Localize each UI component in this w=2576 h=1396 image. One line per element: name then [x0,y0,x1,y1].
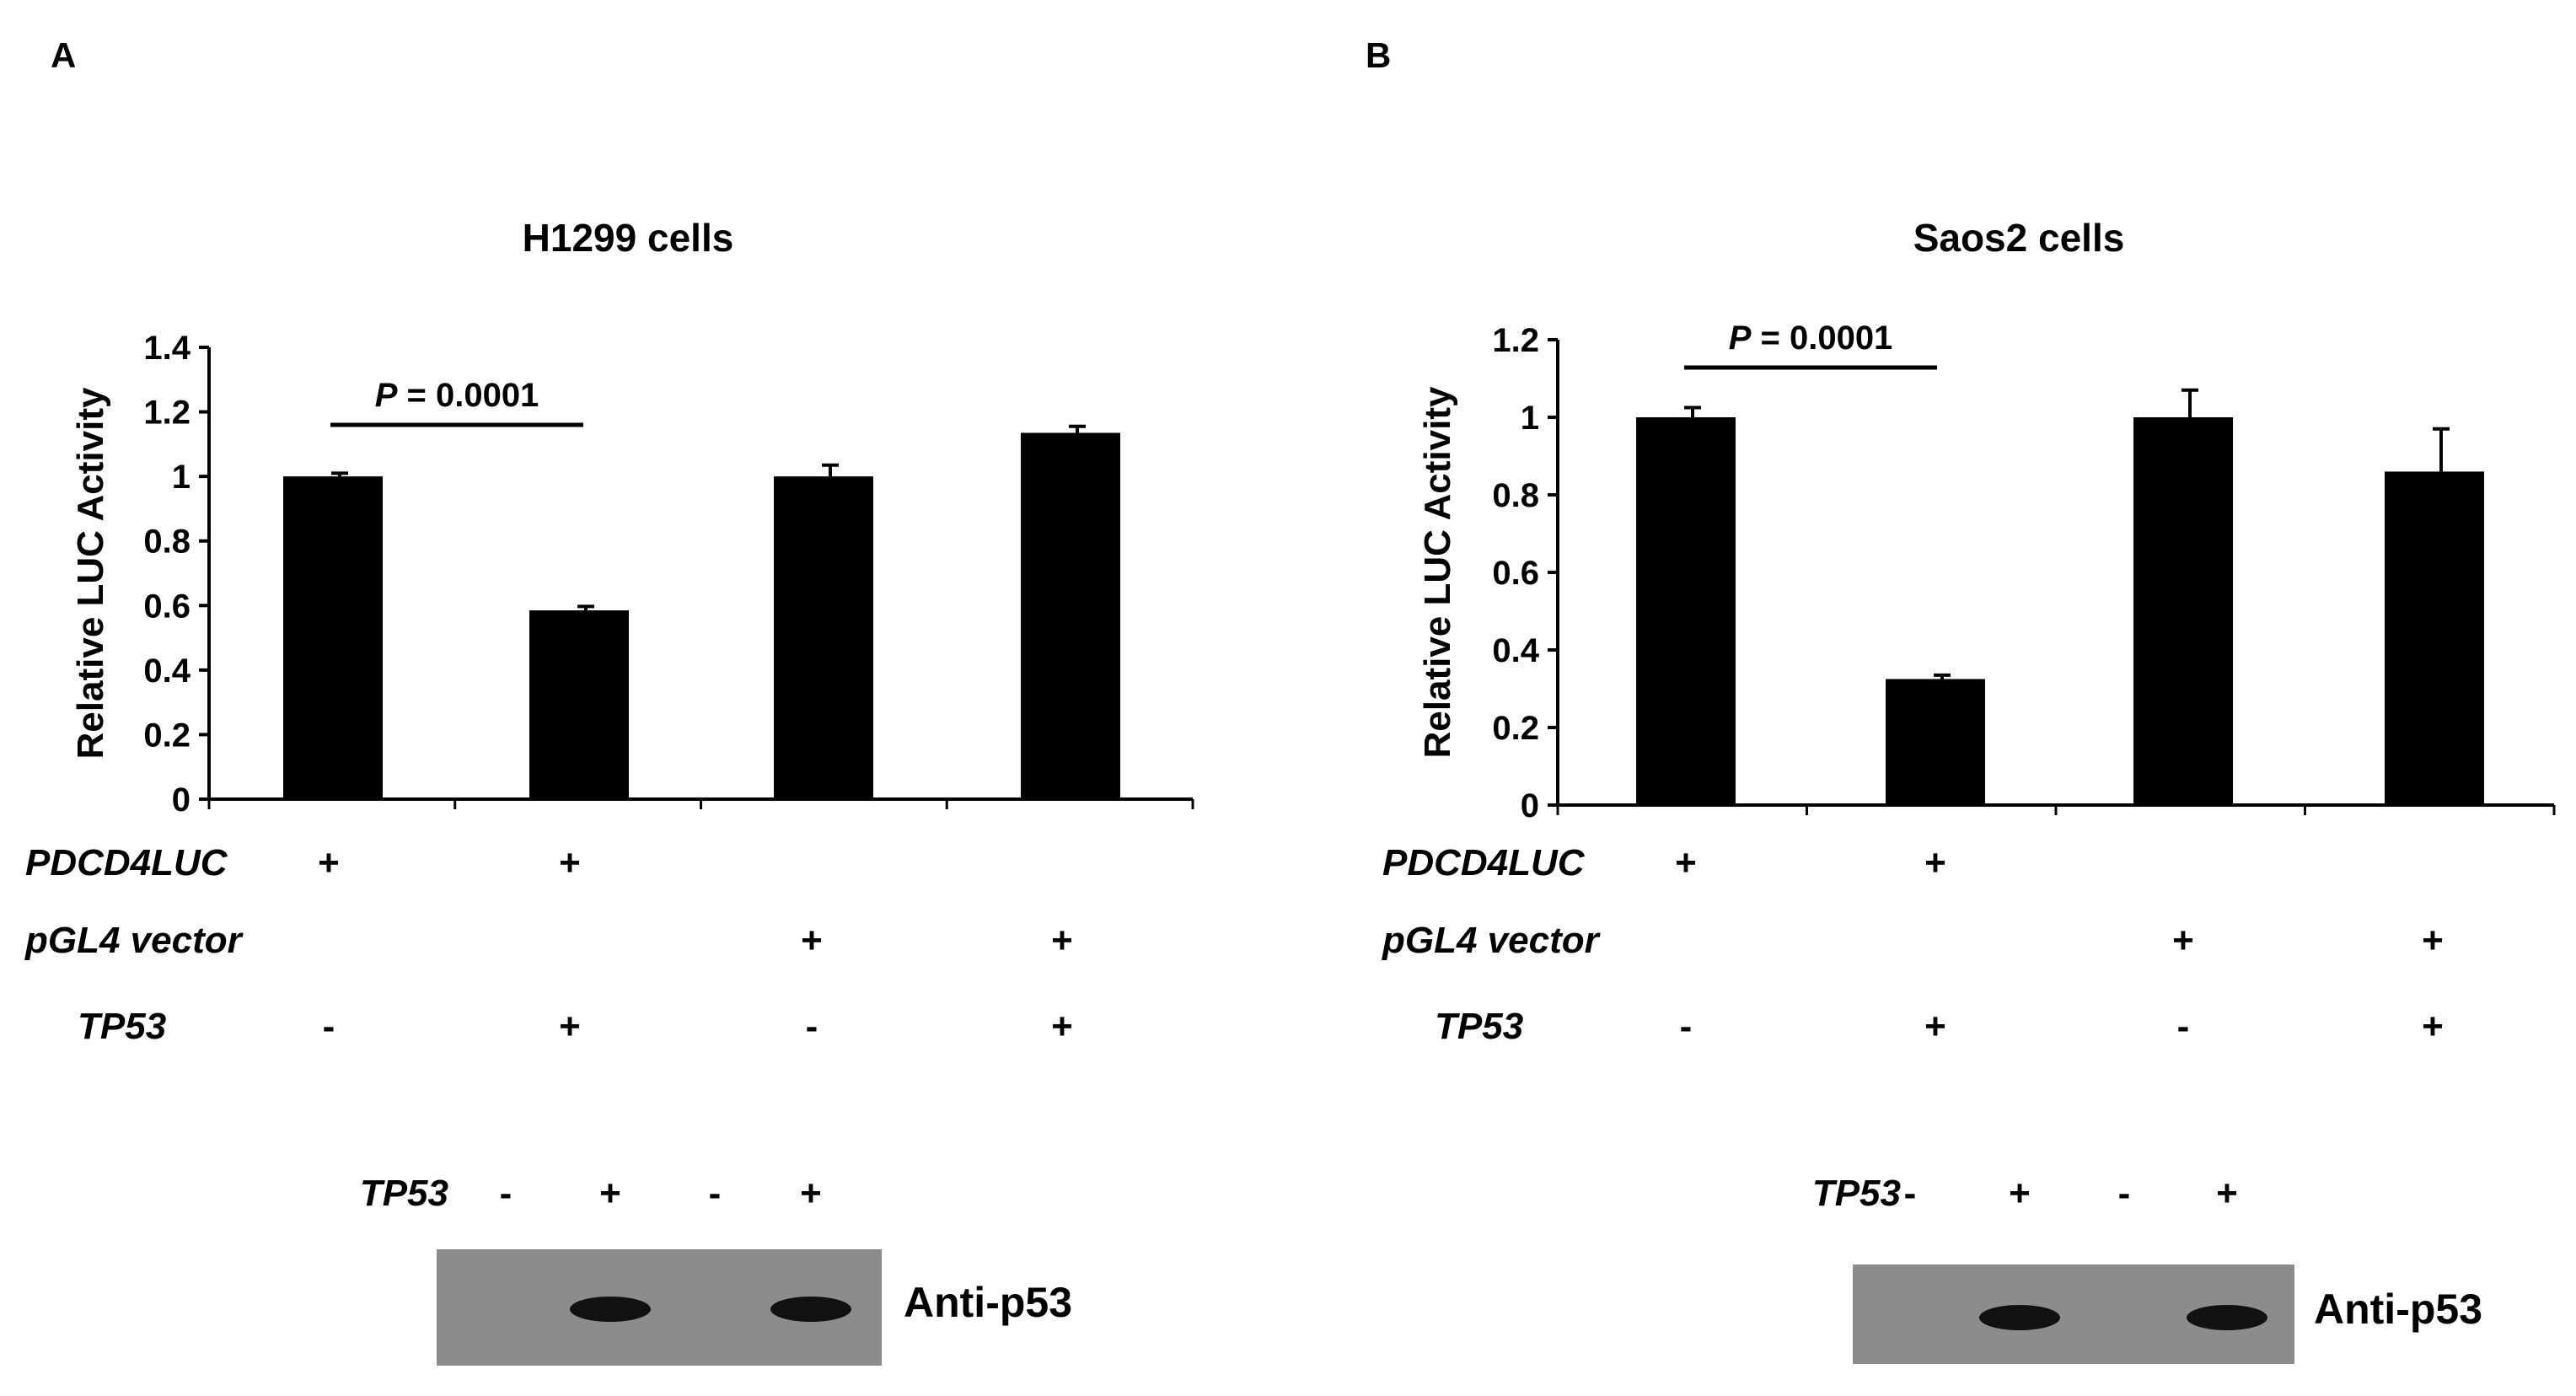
y-axis-label: Relative LUC Activity [1417,386,1458,758]
blot-lane-sign: + [2216,1173,2238,1214]
condition-row-label: TP53 [1435,1006,1523,1047]
bar [774,476,873,799]
p-value-number: = 0.0001 [1751,319,1892,357]
blot-lane-label: TP53 [360,1173,448,1214]
p-value-label: P = 0.0001 [375,377,539,414]
bar [1021,432,1120,799]
y-tick-label: 0.6 [1492,555,1539,592]
condition-row-label: PDCD4LUC [25,842,228,883]
condition-sign: + [559,1006,581,1047]
bar [529,610,629,799]
panel-letter: B [1366,35,1391,75]
p-value-label: P = 0.0001 [1729,319,1893,357]
blot-lane-sign: + [800,1173,822,1214]
y-tick-label: 0.4 [1492,632,1539,669]
blot-band [1979,1305,2060,1330]
chart-title: Saos2 cells [1913,216,2125,260]
condition-sign: + [559,842,581,883]
y-tick-label: 0.8 [143,524,191,561]
blot-lane-sign: - [2118,1173,2131,1214]
condition-sign: + [801,920,823,961]
y-tick-label: 1.2 [143,395,191,432]
condition-row-label: TP53 [78,1006,166,1047]
blot-lane-sign: - [500,1173,513,1214]
p-value-symbol: P [1729,319,1752,357]
condition-sign: + [1924,842,1946,883]
y-tick-label: 0.2 [143,717,191,754]
y-tick-label: 1.4 [143,330,191,367]
condition-row-label: PDCD4LUC [1382,842,1586,883]
blot-band [770,1297,851,1322]
blot-band [570,1297,651,1322]
bar [2385,471,2484,805]
condition-row-label: pGL4 vector [1382,920,1602,961]
bar [283,476,383,799]
condition-sign: + [2172,920,2194,961]
condition-sign: + [1675,842,1697,883]
condition-sign: + [1924,1006,1946,1047]
y-tick-label: 0.4 [143,652,191,690]
condition-sign: - [1680,1006,1693,1047]
bar [1636,417,1736,805]
bar [2133,417,2233,805]
condition-sign: - [2177,1006,2190,1047]
blot-lane-sign: + [2009,1173,2031,1214]
condition-sign: + [1051,920,1073,961]
y-axis-label: Relative LUC Activity [70,387,111,759]
blot-lane-sign: + [599,1173,621,1214]
blot-lane-sign: - [1904,1173,1917,1214]
p-value-symbol: P [375,377,398,414]
y-tick-label: 0.6 [143,588,191,625]
condition-sign: + [2422,920,2444,961]
y-tick-label: 0 [1521,787,1539,824]
blot-lane-label: TP53 [1812,1173,1901,1214]
condition-sign: + [2422,1006,2444,1047]
condition-sign: - [806,1006,818,1047]
panel-letter: A [51,35,76,75]
y-tick-label: 1.2 [1492,322,1539,359]
condition-sign: + [318,842,340,883]
p-value-number: = 0.0001 [397,377,539,414]
condition-sign: - [323,1006,335,1047]
blot-antibody-label: Anti-p53 [904,1279,1072,1326]
condition-row-label: pGL4 vector [24,920,244,961]
chart-title: H1299 cells [523,216,734,260]
y-tick-label: 0.2 [1492,710,1539,747]
blot-band [2187,1305,2267,1330]
blot-lane-sign: - [709,1173,722,1214]
condition-sign: + [1051,1006,1073,1047]
y-tick-label: 0.8 [1492,477,1539,514]
y-tick-label: 0 [172,781,191,819]
y-tick-label: 1 [172,459,191,496]
y-tick-label: 1 [1521,400,1539,437]
blot-antibody-label: Anti-p53 [2314,1286,2482,1333]
bar [1886,679,1985,805]
